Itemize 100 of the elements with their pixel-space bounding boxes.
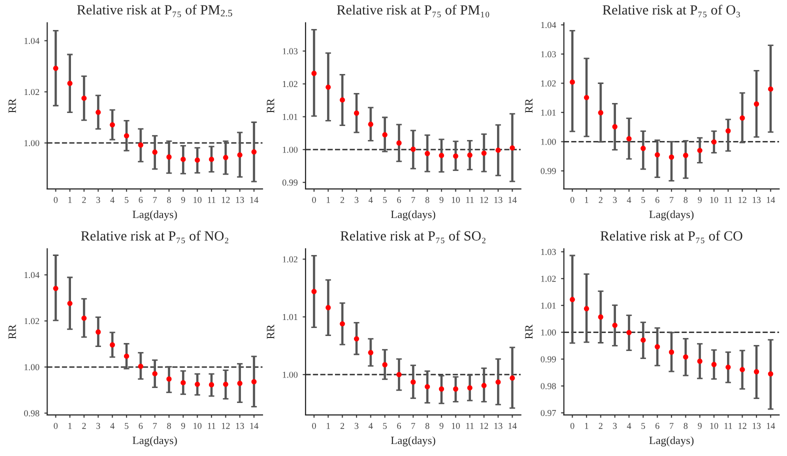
point — [626, 330, 632, 336]
x-tick-label: 12 — [480, 196, 488, 203]
y-tick-label: 0.99 — [540, 168, 556, 174]
x-tick-label: 5 — [641, 196, 646, 203]
point — [311, 288, 317, 294]
point — [467, 152, 472, 158]
y-tick-label: 1.01 — [282, 114, 298, 120]
x-tick-label: 10 — [710, 196, 718, 203]
point — [654, 152, 660, 158]
point — [237, 380, 242, 386]
point — [81, 96, 87, 101]
point — [396, 140, 402, 146]
point — [152, 150, 158, 155]
point — [467, 385, 472, 390]
x-tick-label: 1 — [68, 196, 72, 203]
point — [340, 97, 345, 103]
point — [396, 372, 402, 378]
x-tick-label: 10 — [194, 422, 202, 429]
point — [668, 154, 674, 160]
x-tick-label: 10 — [710, 422, 718, 429]
x-tick-label: 7 — [670, 422, 674, 429]
point — [208, 382, 214, 388]
x-tick-label: 9 — [698, 196, 702, 203]
y-tick-label: 1.02 — [24, 88, 40, 96]
x-tick-label: 6 — [397, 196, 401, 203]
point — [481, 382, 487, 388]
x-tick-label: 10 — [452, 422, 460, 429]
y-tick-label: 0.99 — [540, 356, 556, 362]
point — [740, 115, 745, 121]
x-tick-label: 13 — [494, 196, 502, 203]
y-axis-title: RR — [8, 98, 16, 113]
x-tick-label: 12 — [222, 196, 230, 203]
x-tick-label: 1 — [585, 422, 588, 429]
x-tick-label: 0 — [570, 196, 574, 203]
x-tick-label: 11 — [724, 196, 732, 203]
point — [697, 358, 702, 364]
x-tick-label: 8 — [684, 196, 688, 203]
point — [626, 136, 632, 142]
y-tick-label: 1.03 — [541, 248, 556, 256]
x-axis-title: Lag(days) — [649, 436, 694, 446]
point — [368, 122, 374, 127]
point — [481, 150, 487, 156]
y-tick-label: 1.02 — [541, 80, 556, 87]
x-tick-label: 11 — [208, 422, 216, 429]
x-tick-label: 9 — [181, 422, 186, 429]
point — [438, 152, 444, 158]
x-tick-label: 8 — [167, 422, 171, 429]
point — [382, 362, 388, 368]
x-tick-label: 4 — [368, 422, 373, 429]
y-tick-label: 1.00 — [541, 329, 556, 336]
y-tick-label: 1.00 — [282, 372, 298, 378]
point — [683, 152, 688, 158]
point — [410, 379, 416, 385]
x-tick-label: 0 — [570, 422, 574, 429]
x-tick-label: 3 — [96, 196, 100, 203]
y-tick-label: 0.98 — [540, 383, 556, 390]
x-tick-label: 0 — [54, 196, 58, 203]
point — [640, 146, 646, 151]
x-tick-label: 5 — [124, 196, 128, 203]
y-tick-label: 1.01 — [541, 110, 556, 116]
y-tick-label: 1.04 — [24, 272, 40, 278]
x-tick-label: 3 — [613, 422, 617, 429]
x-tick-label: 6 — [655, 196, 660, 203]
x-tick-label: 1 — [585, 196, 588, 203]
x-tick-label: 12 — [222, 422, 230, 429]
x-tick-label: 7 — [412, 196, 416, 203]
y-tick-label: 1.02 — [282, 81, 298, 88]
x-tick-label: 2 — [340, 422, 344, 429]
point — [326, 305, 331, 310]
point — [166, 376, 172, 382]
x-tick-label: 12 — [738, 422, 746, 429]
point — [768, 371, 774, 376]
x-tick-label: 9 — [181, 196, 186, 203]
x-tick-label: 14 — [250, 422, 258, 429]
x-tick-label: 2 — [598, 422, 602, 429]
y-tick-label: 1.04 — [24, 38, 40, 44]
y-tick-label: 0.97 — [540, 410, 556, 416]
point — [570, 79, 575, 85]
x-tick-label: 8 — [425, 196, 430, 203]
x-tick-label: 4 — [110, 196, 114, 203]
point — [496, 148, 501, 153]
point — [668, 350, 674, 355]
chart-title: Relative risk at P₇₅ of PM$_{2.5}$ — [77, 4, 232, 18]
y-tick-label: 1.01 — [541, 302, 556, 309]
x-tick-label: 9 — [440, 422, 444, 429]
y-axis-title: RR — [525, 324, 533, 339]
chart-title: Relative risk at P₇₅ of CO — [600, 230, 742, 244]
x-tick-label: 10 — [452, 196, 460, 203]
point — [726, 128, 731, 134]
point — [124, 133, 130, 138]
y-tick-label: 1.00 — [24, 140, 40, 146]
x-tick-label: 13 — [494, 422, 502, 429]
point — [768, 86, 774, 92]
point — [740, 366, 745, 372]
chart-title: Relative risk at P₇₅ of PM₁₀ — [336, 4, 490, 18]
y-tick-label: 0.98 — [24, 410, 40, 416]
point — [726, 364, 731, 370]
point — [612, 322, 618, 328]
point — [251, 149, 257, 154]
x-tick-label: 3 — [96, 422, 100, 429]
